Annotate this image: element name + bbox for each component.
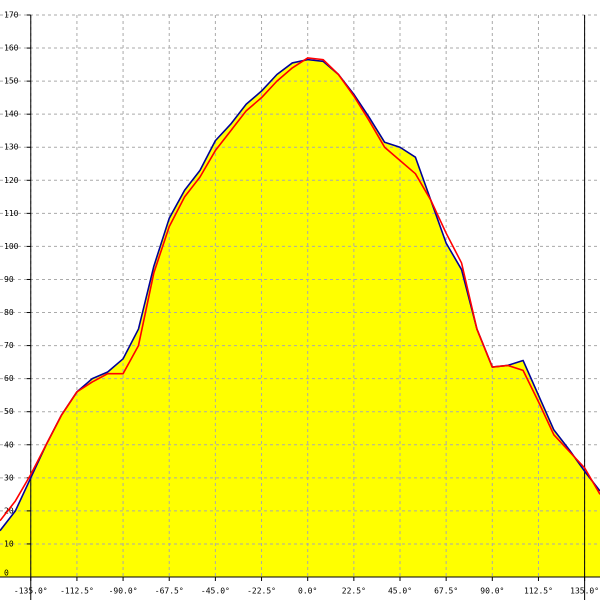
x-tick-label: 45.0° <box>388 587 412 596</box>
x-tick-label: 0.0° <box>298 587 317 596</box>
y-tick-label: 140 <box>4 110 19 119</box>
y-tick-label: 20 <box>4 506 14 515</box>
y-tick-label: 160 <box>4 44 19 53</box>
y-tick-label: 120 <box>4 176 19 185</box>
y-tick-label: 50 <box>4 407 14 416</box>
x-tick-label: 90.0° <box>480 587 504 596</box>
y-tick-label: 10 <box>4 539 14 548</box>
x-tick-label: -22.5° <box>247 587 276 596</box>
x-tick-label: 67.5° <box>434 587 458 596</box>
y-tick-label: 0 <box>4 569 9 578</box>
x-tick-label: 112.5° <box>524 587 553 596</box>
x-tick-label: -67.5° <box>155 587 184 596</box>
y-tick-label: 90 <box>4 275 14 284</box>
y-tick-label: 70 <box>4 341 14 350</box>
line-series <box>0 57 600 522</box>
y-tick-label: 150 <box>4 77 19 86</box>
x-tick-label: -90.0° <box>109 587 138 596</box>
y-tick-label: 80 <box>4 308 14 317</box>
y-tick-label: 30 <box>4 473 14 482</box>
y-tick-label: 110 <box>4 209 19 218</box>
y-tick-label: 60 <box>4 374 14 383</box>
y-tick-label: 100 <box>4 242 19 251</box>
y-tick-label: 170 <box>4 11 19 20</box>
y-tick-label: 130 <box>4 143 19 152</box>
area-fill <box>0 59 600 578</box>
x-tick-label: 22.5° <box>342 587 366 596</box>
y-tick-label: 40 <box>4 440 14 449</box>
x-tick-label: -45.0° <box>201 587 230 596</box>
x-tick-label: -112.5° <box>60 587 94 596</box>
